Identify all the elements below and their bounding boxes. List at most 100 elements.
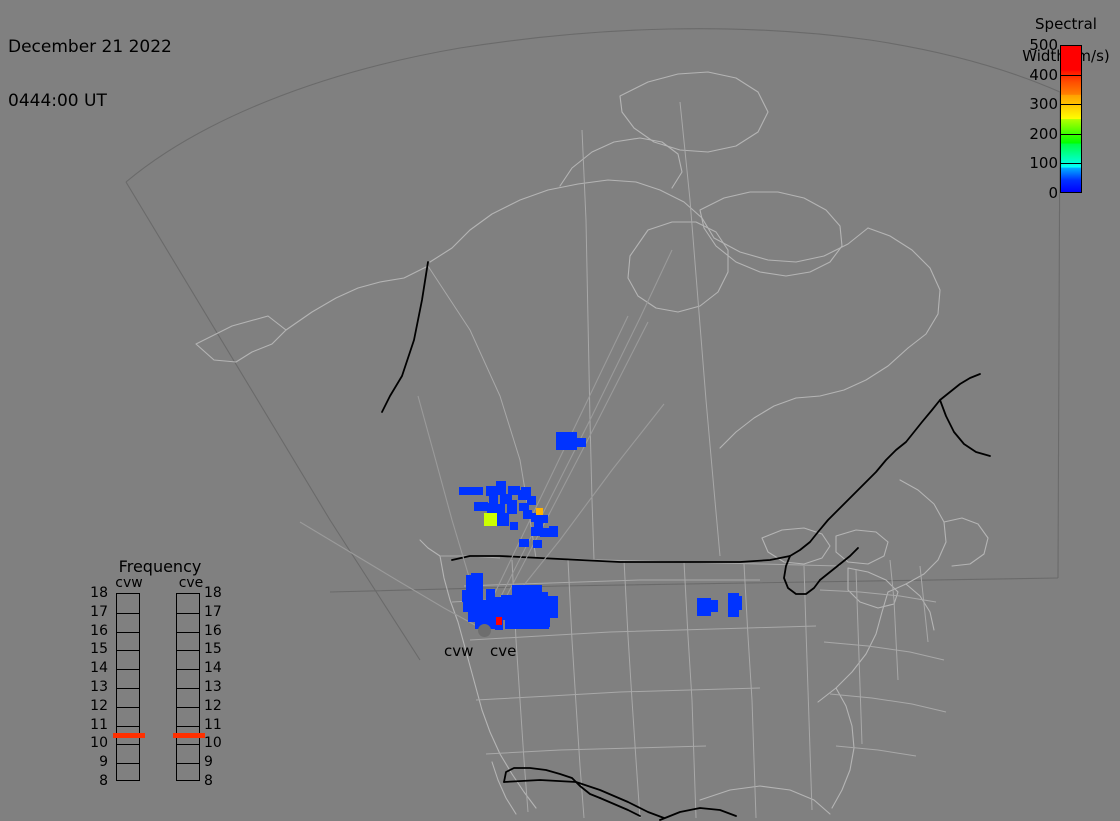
scatter-cell [521,487,531,496]
colorbar-tick-400: 400 [1029,65,1058,84]
scatter-cell [503,606,549,620]
frequency-tick-line [177,612,199,614]
radar-site-label-cve: cve [490,642,517,660]
frequency-axis-label-left-17: 17 [90,603,108,620]
scatter-cell [527,496,536,505]
frequency-tick-line [117,669,139,671]
scatter-cell [466,575,476,593]
frequency-tick-line [117,612,139,614]
frequency-axis-label-left-10: 10 [90,735,108,752]
colorbar-separator [1060,74,1082,76]
colorbar-body: 500 400 300 200 100 0 [1029,38,1120,201]
frequency-axis-label-left-8: 8 [99,773,108,789]
scatter-cell [576,438,586,447]
colorbar-tick-0: 0 [1048,184,1058,202]
frequency-axis-label-right-18: 18 [204,585,222,601]
frequency-axis-label-right-11: 11 [204,716,222,733]
colorbar-tick-200: 200 [1029,124,1058,143]
frequency-axis-label-right-16: 16 [204,622,222,639]
radar-site-marker [478,624,491,637]
colorbar-title: Spectral Width (m/s) [1012,0,1120,80]
frequency-tick-line [117,631,139,633]
frequency-axis-label-right-15: 15 [204,641,222,658]
colorbar-separator [1060,133,1082,135]
frequency-bar-cve [173,593,205,781]
scatter-cell [533,540,542,548]
frequency-bar-cvw [113,593,145,781]
scatter-cell [523,510,532,519]
frequency-axis-label-right-8: 8 [204,773,213,789]
scatter-cell [536,508,543,515]
scatter-cell [728,593,739,617]
scatter-cell [471,573,483,581]
scatter-cell [496,481,506,495]
timestamp-time: 0444:00 UT [8,91,107,111]
colorbar-tick-500: 500 [1029,36,1058,54]
scatter-cell [544,608,558,618]
frequency-legend: Frequency cvw cve [86,558,234,592]
frequency-title: Frequency [118,557,202,576]
scatter-cell [524,592,548,600]
frequency-column-headers: cvw cve [86,576,234,592]
scatter-cell [531,513,539,522]
scatter-cell [486,589,495,601]
scatter-cell [531,527,540,536]
frequency-tick-line [117,763,139,765]
radar-site-label-cvw: cvw [444,642,474,660]
scatter-cell [495,597,503,630]
frequency-axis-label-left-13: 13 [90,679,108,695]
frequency-tick-line [177,725,199,727]
frequency-marker-cve [173,733,205,738]
scatter-cell [539,515,548,523]
frequency-tick-line [177,688,199,689]
colorbar-separator [1060,163,1082,165]
colorbar-title-line1: Spectral [1035,15,1097,33]
frequency-marker-cvw [113,733,145,738]
scatter-cell [486,486,497,496]
frequency-tick-line [177,763,199,765]
colorbar-tick-100: 100 [1029,154,1058,173]
colorbar-separator [1060,104,1082,106]
scatter-cell [505,618,549,629]
scatter-cell [536,617,550,627]
scatter-cell [507,500,517,514]
frequency-axis-label-right-17: 17 [204,603,222,620]
frequency-column-header-cve: cve [178,575,204,591]
frequency-axis-label-left-12: 12 [90,697,108,714]
frequency-axis-label-right-14: 14 [204,660,222,677]
spectral-width-colorbar: Spectral Width (m/s) [1012,0,1120,80]
frequency-axis-label-right-10: 10 [204,735,222,752]
frequency-tick-line [177,744,199,746]
frequency-tick-line [117,706,139,708]
frequency-tick-line [117,650,139,652]
colorbar-gradient [1060,45,1082,193]
scatter-cell [462,590,482,602]
scatter-cell [496,504,505,516]
frequency-tick-line [117,725,139,727]
scatter-cell [497,513,509,526]
scatter-cell [519,503,529,511]
scatter-cell [545,596,557,604]
scatter-cell [510,522,518,530]
frequency-tick-line [117,688,139,689]
timestamp-date: December 21 2022 [8,37,172,57]
scatter-cell [496,617,502,625]
scatter-cell [508,486,520,495]
frequency-axis-label-left-15: 15 [90,641,108,658]
frequency-tick-line [177,669,199,671]
frequency-axis-label-left-18: 18 [90,585,108,601]
frequency-axis-label-left-14: 14 [90,660,108,677]
scatter-cell [534,519,543,528]
scatter-cell [519,539,529,547]
scatter-cell [697,598,711,616]
frequency-axis-label-right-13: 13 [204,679,222,695]
frequency-axis-label-left-16: 16 [90,622,108,639]
scatter-cell [556,432,577,450]
scatter-cell [500,494,512,504]
scatter-cell [463,600,495,612]
frequency-axis-label-left-11: 11 [90,716,108,733]
scatter-cell [735,596,742,610]
